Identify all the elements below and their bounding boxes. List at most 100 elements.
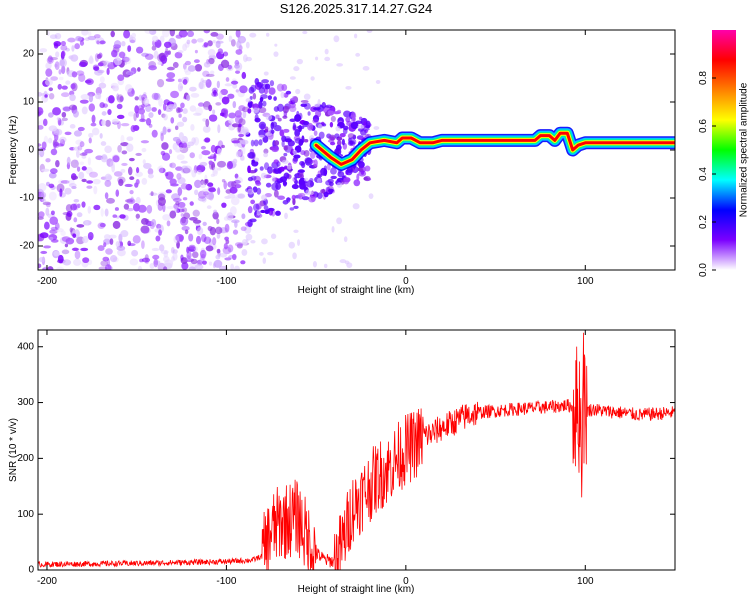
spectrogram-transition-blob bbox=[279, 176, 288, 183]
spectrogram-transition-blob bbox=[275, 210, 281, 216]
spectrogram-faint-blob bbox=[259, 251, 264, 256]
spectrogram-noise-blob bbox=[42, 198, 47, 203]
spectrogram-transition-blob bbox=[293, 154, 301, 159]
spectrogram-noise-blob bbox=[162, 126, 167, 135]
spectrogram-transition-blob bbox=[313, 130, 318, 136]
spectrogram-noise-blob bbox=[151, 35, 159, 42]
spectrogram-noise-blob bbox=[208, 187, 217, 193]
spectrogram-noise-blob bbox=[232, 100, 237, 109]
spectrogram-noise-blob bbox=[60, 230, 66, 237]
spectrogram-transition-blob bbox=[248, 86, 255, 94]
spectrogram-noise-blob bbox=[144, 254, 149, 262]
spectrogram-transition-blob bbox=[260, 94, 268, 99]
spectrogram-transition-blob bbox=[277, 117, 282, 122]
spectrogram-transition-blob bbox=[318, 131, 325, 139]
spectrogram-noise-blob bbox=[61, 249, 70, 255]
spectrogram-noise-blob bbox=[234, 173, 239, 179]
spectrogram-noise-blob bbox=[50, 226, 58, 231]
spectrogram-faint-blob bbox=[267, 251, 274, 256]
spectrogram-faint-blob bbox=[245, 233, 253, 241]
spectrogram-faint-blob bbox=[256, 209, 261, 216]
spectrogram-noise-blob bbox=[57, 254, 64, 264]
spectrogram-noise-blob bbox=[150, 191, 154, 197]
spectrogram-noise-blob bbox=[104, 208, 109, 217]
spectrogram-noise-blob bbox=[236, 243, 243, 249]
spectrogram-noise-blob bbox=[62, 105, 71, 111]
spectrogram-noise-blob bbox=[191, 38, 197, 44]
spectrogram-noise-blob bbox=[76, 70, 85, 76]
spectrogram-transition-blob bbox=[294, 129, 301, 137]
spectrogram-noise-blob bbox=[244, 225, 252, 234]
spectrogram-noise-blob bbox=[127, 45, 132, 52]
spectrogram-transition-blob bbox=[263, 205, 269, 211]
spectrogram-noise-blob bbox=[186, 94, 191, 101]
spectrogram-noise-blob bbox=[107, 61, 116, 70]
spectrogram-noise-blob bbox=[106, 67, 110, 76]
spectrogram-noise-blob bbox=[231, 219, 240, 224]
spectrogram-noise-blob bbox=[112, 85, 119, 92]
spectrogram-noise-blob bbox=[141, 52, 149, 57]
spectrogram-noise-blob bbox=[202, 125, 211, 133]
spectrogram-noise-blob bbox=[88, 132, 94, 138]
snr-xlabel: Height of straight line (km) bbox=[298, 584, 415, 595]
spectrogram-noise-blob bbox=[61, 85, 68, 90]
spectrogram-noise-blob bbox=[176, 240, 180, 249]
spectrogram-noise-blob bbox=[80, 93, 90, 100]
spectrogram-noise-blob bbox=[41, 141, 47, 150]
spectrogram-noise-blob bbox=[87, 35, 97, 41]
spectrogram-noise-blob bbox=[225, 77, 230, 82]
spectrogram-noise-blob bbox=[156, 53, 166, 62]
spectrogram-noise-blob bbox=[186, 30, 195, 38]
spectrogram-noise-blob bbox=[241, 213, 246, 220]
spectrogram-noise-blob bbox=[129, 189, 134, 195]
spectrogram-transition-blob bbox=[282, 181, 288, 186]
spectrogram-noise-blob bbox=[116, 103, 123, 110]
spectrogram-noise-blob bbox=[189, 86, 197, 92]
spectrogram-noise-blob bbox=[216, 33, 224, 40]
spectrogram-noise-blob bbox=[50, 148, 58, 156]
spectrogram-noise-blob bbox=[109, 238, 114, 245]
spectrogram-noise-blob bbox=[147, 168, 154, 175]
spectrogram-noise-blob bbox=[161, 152, 171, 161]
spectrogram-ytick-label: -10 bbox=[20, 193, 35, 204]
spectrogram-noise-blob bbox=[54, 63, 58, 68]
spectrogram-transition-blob bbox=[263, 88, 269, 95]
spectrogram-faint-blob bbox=[303, 93, 311, 100]
spectrogram-noise-blob bbox=[112, 155, 120, 163]
spectrogram-noise-blob bbox=[163, 250, 169, 258]
spectrogram-transition-blob bbox=[250, 175, 257, 181]
spectrogram-noise-blob bbox=[73, 198, 80, 203]
spectrogram-noise-blob bbox=[209, 226, 216, 236]
spectrogram-noise-blob bbox=[59, 136, 67, 143]
spectrogram-transition-blob bbox=[298, 139, 304, 146]
colorbar-bar bbox=[712, 30, 736, 270]
spectrogram-noise-blob bbox=[188, 244, 196, 250]
spectrogram-noise-blob bbox=[213, 89, 217, 97]
spectrogram-transition-blob bbox=[289, 105, 297, 113]
spectrogram-faint-blob bbox=[302, 30, 308, 35]
spectrogram-noise-blob bbox=[120, 141, 129, 147]
spectrogram-noise-blob bbox=[169, 210, 177, 219]
spectrogram-noise-blob bbox=[43, 221, 50, 230]
spectrogram-noise-blob bbox=[185, 183, 193, 191]
spectrogram-noise-blob bbox=[240, 260, 246, 265]
spectrogram-noise-blob bbox=[218, 91, 223, 100]
spectrogram-noise-blob bbox=[231, 253, 237, 261]
spectrogram-noise-blob bbox=[116, 93, 120, 101]
spectrogram-noise-blob bbox=[215, 254, 221, 260]
spectrogram-faint-blob bbox=[241, 248, 248, 256]
spectrogram-noise-blob bbox=[212, 237, 217, 246]
spectrogram-transition-blob bbox=[282, 128, 290, 133]
spectrogram-noise-blob bbox=[70, 159, 79, 169]
spectrogram-noise-blob bbox=[199, 249, 207, 259]
spectrogram-transition-blob bbox=[350, 114, 357, 119]
spectrogram-transition-blob bbox=[281, 84, 288, 91]
spectrogram-noise-blob bbox=[50, 239, 59, 243]
spectrogram-noise-blob bbox=[38, 211, 45, 218]
spectrogram-noise-blob bbox=[235, 176, 243, 184]
spectrogram-noise-blob bbox=[81, 30, 89, 36]
spectrogram-noise-blob bbox=[228, 35, 233, 43]
spectrogram-noise-blob bbox=[178, 132, 184, 140]
spectrogram-transition-blob bbox=[273, 189, 279, 198]
spectrogram-noise-blob bbox=[202, 79, 209, 84]
